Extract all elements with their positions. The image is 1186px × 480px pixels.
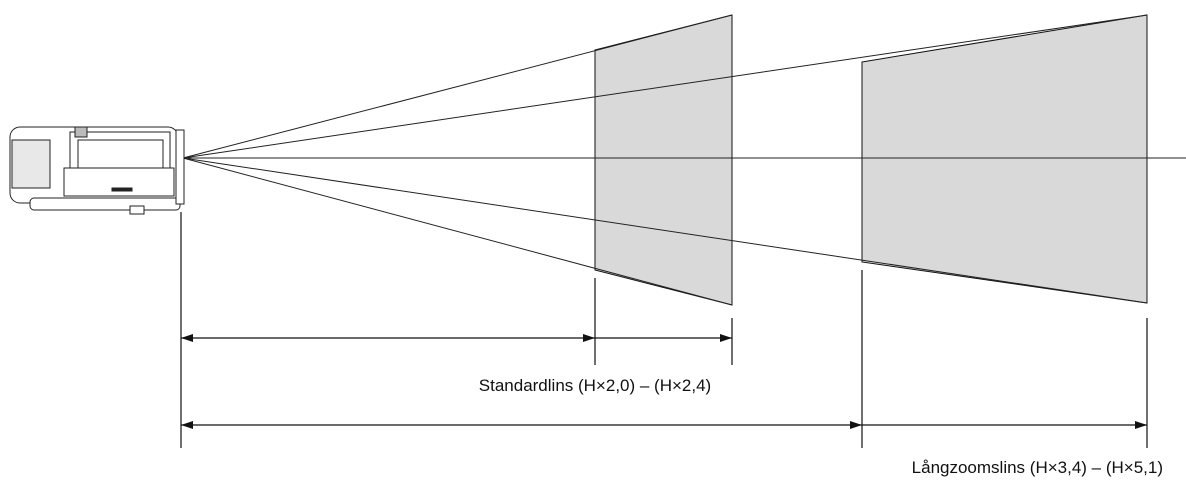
dimension-lines	[180, 212, 1148, 448]
standard-lens-label: Standardlins (H×2,0) – (H×2,4)	[479, 376, 711, 395]
screen-standard	[594, 14, 733, 306]
projection-rays	[182, 14, 1186, 306]
screen-long-zoom	[861, 14, 1148, 304]
projector	[9, 126, 185, 215]
long-zoom-lens-label: Långzoomslins (H×3,4) – (H×5,1)	[912, 458, 1163, 477]
